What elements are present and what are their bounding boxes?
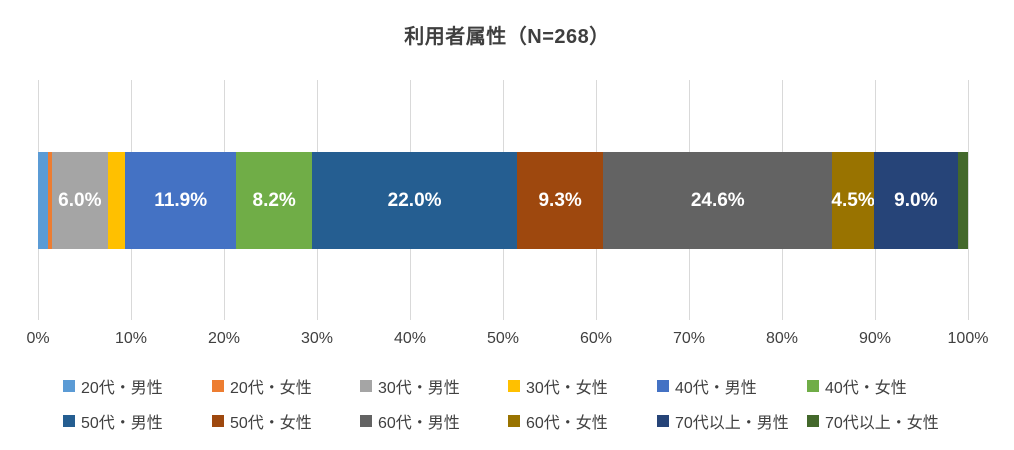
legend-item-40代・女性: 40代・女性 — [807, 374, 907, 398]
legend-item-20代・男性: 20代・男性 — [63, 374, 163, 398]
bar-segment-20代・男性 — [38, 152, 49, 249]
x-axis-tick-label: 80% — [765, 330, 799, 347]
legend-item-60代・女性: 60代・女性 — [508, 409, 608, 433]
legend-item-40代・男性: 40代・男性 — [657, 374, 757, 398]
bar-segment-50代・男性: 22.0% — [312, 152, 517, 249]
legend-item-70代以上・女性: 70代以上・女性 — [807, 409, 939, 433]
legend-label: 50代・女性 — [230, 415, 312, 432]
bar-segment-60代・女性: 4.5% — [831, 152, 875, 249]
data-label: 4.5% — [831, 190, 875, 211]
legend-label: 30代・女性 — [526, 380, 608, 397]
bar-segment-70代以上・男性: 9.0% — [873, 152, 958, 249]
x-axis-tick-label: 70% — [672, 330, 706, 347]
bar-segment-20代・女性 — [48, 152, 52, 249]
bar-segment-70代以上・女性 — [957, 152, 968, 249]
data-label: 8.2% — [252, 190, 296, 211]
stacked-bar: 6.0% 11.9% 8.2% 22.0% 9.3% 24.6% 4.5% 9.0% — [38, 152, 968, 249]
legend-item-70代以上・男性: 70代以上・男性 — [657, 409, 789, 433]
legend-row-2: 50代・男性 50代・女性 60代・男性 60代・女性 70代以上・男性 70代以上・女性 — [0, 409, 1014, 433]
bar-segment-30代・女性 — [107, 152, 126, 249]
legend-item-20代・女性: 20代・女性 — [212, 374, 312, 398]
legend-row-1: 20代・男性 20代・女性 30代・男性 30代・女性 40代・男性 40代・女性 — [0, 374, 1014, 398]
legend-label: 20代・女性 — [230, 380, 312, 397]
bar-segment-40代・男性: 11.9% — [125, 152, 237, 249]
legend-marker-icon — [212, 380, 224, 392]
bar-segment-30代・男性: 6.0% — [51, 152, 108, 249]
data-label: 6.0% — [58, 190, 102, 211]
legend-marker-icon — [63, 415, 75, 427]
legend-marker-icon — [360, 380, 372, 392]
bar-segment-40代・女性: 8.2% — [236, 152, 313, 249]
legend-label: 70代以上・男性 — [675, 415, 789, 432]
legend-label: 40代・男性 — [675, 380, 757, 397]
legend-label: 40代・女性 — [825, 380, 907, 397]
data-label: 24.6% — [690, 190, 745, 211]
bar-segment-60代・男性: 24.6% — [603, 152, 833, 249]
x-axis-tick-label: 90% — [858, 330, 892, 347]
data-label: 22.0% — [387, 190, 442, 211]
legend-item-50代・女性: 50代・女性 — [212, 409, 312, 433]
x-axis-tick-label: 0% — [26, 330, 50, 347]
x-axis-tick-label: 30% — [300, 330, 334, 347]
legend-label: 70代以上・女性 — [825, 415, 939, 432]
legend-item-30代・男性: 30代・男性 — [360, 374, 460, 398]
legend-marker-icon — [657, 380, 669, 392]
legend-marker-icon — [63, 380, 75, 392]
legend-item-60代・男性: 60代・男性 — [360, 409, 460, 433]
x-axis-tick-label: 50% — [486, 330, 520, 347]
legend-label: 20代・男性 — [81, 380, 163, 397]
x-axis-tick-label: 60% — [579, 330, 613, 347]
data-label: 9.0% — [894, 190, 938, 211]
legend-label: 60代・女性 — [526, 415, 608, 432]
legend-label: 50代・男性 — [81, 415, 163, 432]
legend-marker-icon — [508, 415, 520, 427]
chart-title: 利用者属性（N=268） — [404, 26, 610, 48]
x-axis-tick-label: 10% — [114, 330, 148, 347]
legend-label: 30代・男性 — [378, 380, 460, 397]
legend-marker-icon — [657, 415, 669, 427]
x-axis-tick-label: 40% — [393, 330, 427, 347]
bar-segment-50代・女性: 9.3% — [516, 152, 604, 249]
legend-marker-icon — [508, 380, 520, 392]
legend-marker-icon — [360, 415, 372, 427]
gridline — [968, 80, 969, 320]
data-label: 11.9% — [154, 190, 208, 211]
legend-label: 60代・男性 — [378, 415, 460, 432]
legend-item-30代・女性: 30代・女性 — [508, 374, 608, 398]
legend-marker-icon — [807, 415, 819, 427]
legend-marker-icon — [807, 380, 819, 392]
x-axis-tick-label: 100% — [947, 330, 989, 347]
data-label: 9.3% — [538, 190, 582, 211]
x-axis-tick-label: 20% — [207, 330, 241, 347]
legend-marker-icon — [212, 415, 224, 427]
legend-item-50代・男性: 50代・男性 — [63, 409, 163, 433]
